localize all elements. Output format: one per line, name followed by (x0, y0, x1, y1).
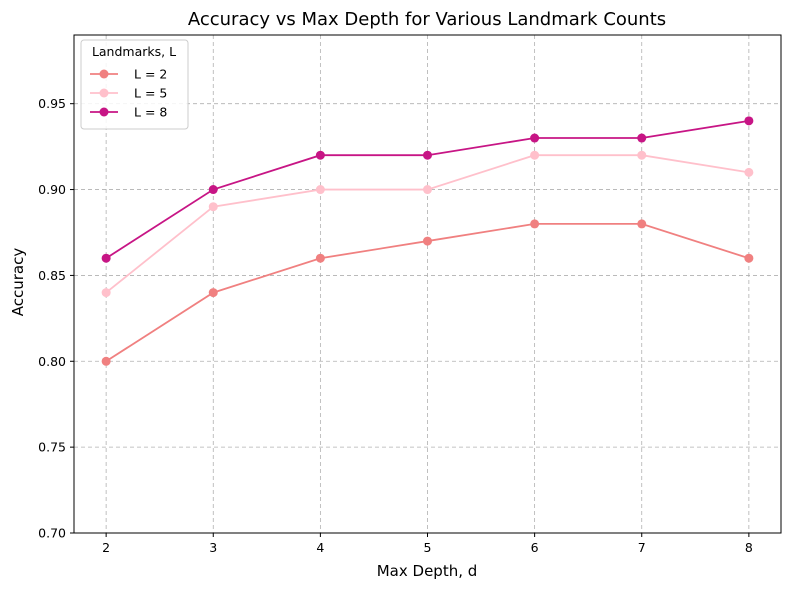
x-tick-label: 7 (638, 540, 646, 555)
data-point (208, 185, 218, 195)
legend-entry[interactable]: L = 2 (90, 67, 167, 82)
legend-label: L = 5 (134, 86, 167, 101)
data-point (530, 133, 540, 143)
y-tick-label: 0.85 (38, 268, 66, 283)
legend-marker (99, 69, 109, 79)
x-tick-label: 8 (745, 540, 753, 555)
data-point (744, 253, 754, 263)
legend-items: L = 2 L = 5 L = 8 (90, 67, 167, 120)
legend-frame (80, 39, 189, 130)
data-point (101, 356, 111, 366)
data-point (637, 150, 647, 160)
x-tick-label: 5 (424, 540, 432, 555)
y-tick-label: 0.80 (38, 354, 66, 369)
y-axis-label: Accuracy (9, 248, 27, 317)
chart-title: Accuracy vs Max Depth for Various Landma… (188, 9, 666, 30)
series-0 (101, 219, 754, 366)
y-tick-label: 0.90 (38, 182, 66, 197)
y-tick-label: 0.95 (38, 96, 66, 111)
data-point (637, 133, 647, 143)
data-point (530, 150, 540, 160)
x-tick-label: 6 (531, 540, 539, 555)
data-point (637, 219, 647, 229)
legend-label: L = 8 (134, 105, 167, 120)
y-ticks: 0.70 0.75 0.80 0.85 0.90 0.95 (38, 96, 74, 541)
data-point (208, 202, 218, 212)
data-point (315, 150, 325, 160)
series-group (101, 116, 754, 366)
data-point (315, 253, 325, 263)
data-point (101, 253, 111, 263)
legend-marker (99, 88, 109, 98)
legend-marker (99, 107, 109, 117)
legend-entry[interactable]: L = 5 (90, 86, 167, 101)
legend-label: L = 2 (134, 67, 167, 82)
data-point (315, 185, 325, 195)
y-tick-label: 0.70 (38, 526, 66, 541)
data-point (744, 116, 754, 126)
legend-entry[interactable]: L = 8 (90, 105, 167, 120)
x-ticks: 2 3 4 5 6 7 8 (102, 533, 753, 555)
series-1 (101, 150, 754, 298)
legend[interactable]: Landmarks, L L = 2 L = 5 L = 8 (80, 39, 189, 130)
data-point (423, 185, 432, 195)
data-point (423, 150, 432, 160)
x-tick-label: 2 (102, 540, 110, 555)
legend-title: Landmarks, L (92, 44, 176, 59)
series-2 (101, 116, 754, 263)
y-tick-label: 0.75 (38, 440, 66, 455)
data-point (530, 219, 540, 229)
data-point (423, 236, 432, 246)
x-tick-label: 3 (209, 540, 217, 555)
x-tick-label: 4 (316, 540, 324, 555)
data-point (101, 288, 111, 298)
data-point (744, 167, 754, 177)
data-point (208, 288, 218, 298)
x-axis-label: Max Depth, d (377, 562, 478, 580)
